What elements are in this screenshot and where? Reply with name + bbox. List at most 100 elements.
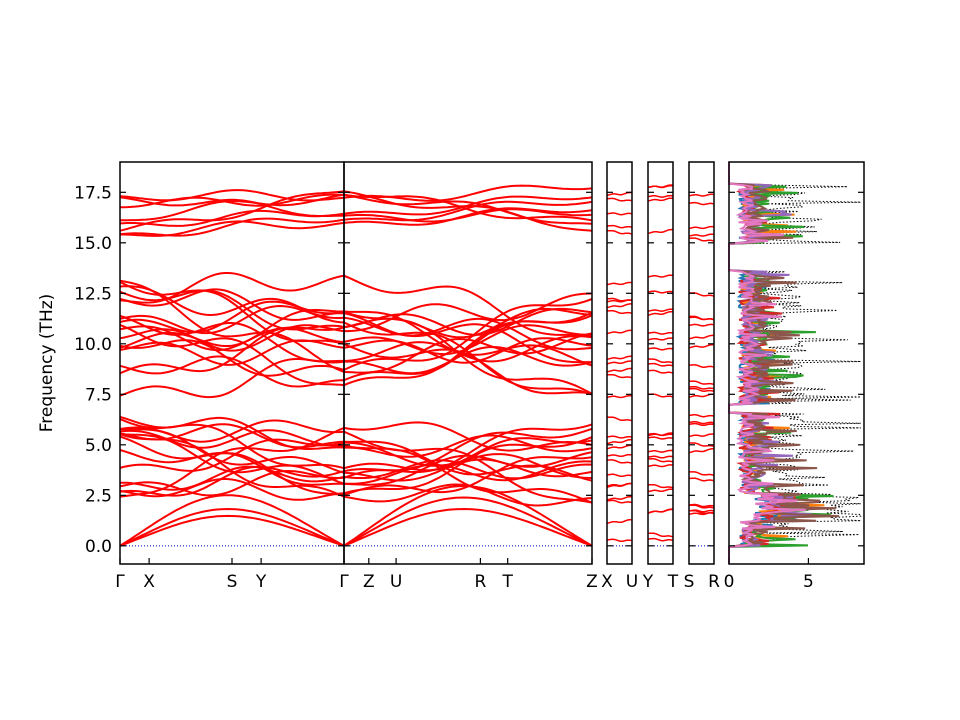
band-line bbox=[343, 437, 593, 472]
band-line bbox=[344, 292, 593, 333]
band-line bbox=[647, 532, 674, 538]
kpoint-label: S bbox=[227, 572, 238, 592]
band-line bbox=[119, 429, 345, 449]
kpoint-label: Z bbox=[586, 572, 598, 592]
band-line bbox=[119, 288, 345, 321]
band-line bbox=[606, 495, 633, 501]
band-line bbox=[119, 289, 345, 331]
band-line bbox=[689, 233, 714, 237]
band-line bbox=[689, 509, 714, 513]
band-line bbox=[689, 511, 714, 516]
band-line bbox=[689, 387, 715, 393]
kpoint-label: U bbox=[626, 572, 638, 592]
band-line bbox=[119, 193, 345, 222]
acoustic-band-line bbox=[119, 514, 345, 547]
band-line bbox=[607, 355, 632, 360]
kpoint-label: Y bbox=[642, 572, 654, 592]
band-line bbox=[343, 207, 593, 226]
band-line bbox=[343, 427, 593, 473]
band-line bbox=[119, 217, 345, 237]
band-line bbox=[648, 537, 674, 542]
dos-x-tick-label: 0 bbox=[724, 572, 735, 592]
band-line bbox=[119, 465, 345, 497]
band-line bbox=[606, 499, 633, 504]
band-line bbox=[119, 469, 345, 497]
band-line bbox=[688, 448, 714, 454]
band-line bbox=[119, 477, 345, 501]
band-line bbox=[606, 438, 632, 445]
acoustic-band-line bbox=[343, 507, 593, 547]
band-line bbox=[343, 193, 593, 222]
band-line bbox=[689, 414, 714, 418]
band-line bbox=[648, 290, 673, 294]
y-tick-label: 7.5 bbox=[85, 385, 112, 405]
band-line bbox=[648, 369, 674, 374]
band-line bbox=[647, 464, 674, 468]
band-lines bbox=[119, 184, 715, 547]
y-axis-label: Frequency (THz) bbox=[37, 294, 57, 433]
band-line bbox=[119, 426, 345, 498]
band-line bbox=[119, 304, 345, 335]
band-line bbox=[343, 459, 593, 480]
band-line bbox=[119, 300, 345, 334]
band-line bbox=[648, 337, 673, 341]
band-line bbox=[606, 416, 633, 422]
band-line bbox=[607, 303, 632, 309]
band-line bbox=[648, 455, 673, 459]
band-line bbox=[648, 508, 673, 514]
band-line bbox=[119, 428, 345, 474]
band-line bbox=[689, 380, 715, 386]
band-line bbox=[688, 334, 714, 340]
band-line bbox=[648, 358, 674, 364]
panel-frame-6 bbox=[728, 161, 865, 565]
band-line bbox=[119, 272, 345, 304]
y-tick-label: 17.5 bbox=[74, 183, 112, 203]
band-line bbox=[343, 193, 593, 225]
kpoint-label: R bbox=[474, 572, 486, 592]
band-line bbox=[119, 190, 345, 232]
band-line bbox=[343, 200, 593, 222]
band-line bbox=[119, 324, 345, 352]
band-line bbox=[606, 444, 632, 450]
band-line bbox=[648, 347, 673, 351]
kpoint-label: U bbox=[390, 572, 402, 592]
kpoint-label: Γ bbox=[339, 572, 349, 592]
band-line bbox=[119, 325, 345, 352]
band-line bbox=[607, 435, 633, 439]
band-line bbox=[343, 307, 593, 336]
kpoint-label: Z bbox=[363, 572, 375, 592]
band-line bbox=[343, 324, 593, 356]
kpoint-label: X bbox=[601, 572, 613, 592]
band-line bbox=[119, 339, 345, 377]
y-tick-label: 5.0 bbox=[85, 436, 112, 456]
band-line bbox=[648, 331, 673, 335]
band-line bbox=[647, 488, 673, 493]
band-line bbox=[119, 438, 345, 472]
band-line bbox=[606, 395, 632, 399]
y-tick-label: 0.0 bbox=[85, 537, 112, 557]
band-line bbox=[607, 197, 633, 202]
band-line bbox=[343, 321, 593, 396]
band-line bbox=[120, 220, 345, 237]
band-line bbox=[689, 420, 715, 425]
band-line bbox=[607, 360, 632, 365]
band-line bbox=[607, 224, 633, 229]
panel-frame-5 bbox=[688, 161, 715, 565]
band-line bbox=[688, 315, 715, 321]
band-line bbox=[607, 459, 633, 464]
axis-labels: 0.0 2.5 5.0 7.5 10.0 12.5 15.0 17.5 Frequency (T… bbox=[37, 183, 814, 592]
band-line bbox=[119, 433, 345, 485]
band-line bbox=[647, 483, 674, 489]
panel-frame-3 bbox=[606, 161, 633, 565]
band-line bbox=[343, 335, 593, 363]
band-line bbox=[647, 197, 673, 202]
band-line bbox=[606, 329, 632, 335]
band-line bbox=[607, 473, 633, 478]
band-line bbox=[689, 201, 715, 206]
kpoint-label: T bbox=[501, 572, 513, 592]
band-line bbox=[343, 337, 593, 364]
band-line bbox=[688, 470, 715, 477]
band-line bbox=[606, 367, 632, 373]
band-line bbox=[688, 504, 715, 509]
band-line bbox=[607, 281, 632, 286]
